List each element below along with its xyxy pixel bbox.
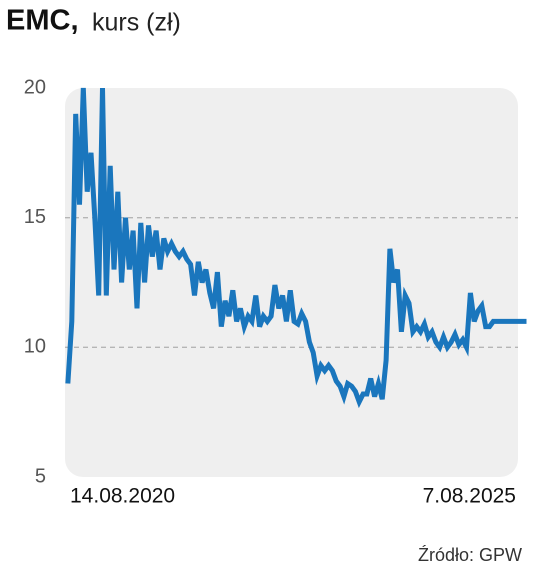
chart-subtitle: kurs (zł) xyxy=(92,9,181,37)
y-tick-label: 5 xyxy=(35,465,46,487)
plot-area xyxy=(65,88,518,477)
price-line xyxy=(65,87,527,409)
y-tick-label: 10 xyxy=(24,336,46,358)
source: Źródło: GPW xyxy=(418,545,522,565)
x-tick-label: 7.08.2025 xyxy=(423,485,516,508)
chart-title: EMC, xyxy=(6,5,79,37)
y-tick-label: 15 xyxy=(24,206,46,228)
y-tick-label: 20 xyxy=(24,76,46,98)
x-tick-label: 14.08.2020 xyxy=(70,485,175,508)
